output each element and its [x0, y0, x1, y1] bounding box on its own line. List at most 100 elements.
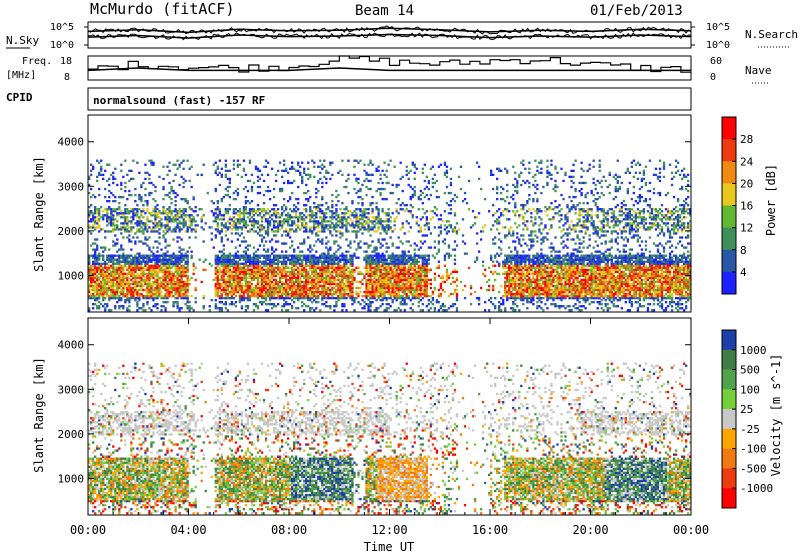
heatmap-cell	[174, 218, 177, 221]
heatmap-cell	[132, 282, 135, 286]
heatmap-cell	[383, 187, 386, 191]
heatmap-cell	[347, 288, 350, 292]
heatmap-cell	[395, 260, 398, 263]
heatmap-cell	[168, 256, 171, 259]
heatmap-cell	[214, 260, 217, 263]
heatmap-cell	[268, 256, 272, 259]
heatmap-cell	[150, 270, 153, 274]
heatmap-cell	[94, 252, 97, 255]
heatmap-cell	[293, 286, 296, 290]
heatmap-cell	[367, 173, 370, 177]
heatmap-cell	[90, 244, 93, 247]
heatmap-cell	[268, 220, 272, 223]
heatmap-cell	[301, 181, 304, 185]
heatmap-cell	[256, 214, 260, 217]
heatmap-cell	[110, 286, 113, 290]
heatmap-cell	[140, 288, 143, 292]
heatmap-cell	[122, 195, 125, 199]
heatmap-cell	[182, 296, 185, 300]
heatmap-cell	[188, 305, 191, 308]
heatmap-cell	[415, 272, 418, 276]
heatmap-cell	[194, 230, 197, 233]
heatmap-cell	[331, 173, 334, 177]
heatmap-cell	[188, 220, 191, 223]
heatmap-cell	[242, 208, 246, 211]
heatmap-cell	[240, 276, 244, 280]
heatmap-cell	[170, 189, 173, 193]
heatmap-cell	[94, 228, 97, 231]
heatmap-cell	[180, 197, 183, 201]
heatmap-cell	[407, 296, 410, 300]
heatmap-cell	[403, 266, 406, 269]
heatmap-cell	[178, 165, 181, 168]
heatmap-cell	[264, 286, 268, 290]
heatmap-cell	[110, 212, 113, 215]
heatmap-cell	[176, 216, 179, 219]
heatmap-cell	[122, 228, 125, 231]
heatmap-cell	[164, 296, 167, 300]
heatmap-cell	[367, 288, 370, 292]
heatmap-cell	[222, 268, 225, 271]
heatmap-cell	[98, 208, 101, 211]
heatmap-cell	[339, 260, 342, 263]
heatmap-cell	[170, 294, 173, 298]
heatmap-cell	[224, 278, 227, 282]
heatmap-cell	[224, 210, 227, 213]
heatmap-cell	[158, 222, 161, 225]
heatmap-cell	[413, 258, 416, 261]
heatmap-cell	[357, 244, 360, 247]
heatmap-cell	[162, 236, 165, 239]
heatmap-cell	[136, 224, 139, 227]
heatmap-cell	[313, 222, 316, 225]
heatmap-cell	[250, 270, 254, 274]
heatmap-cell	[252, 254, 256, 257]
heatmap-cell	[415, 296, 418, 300]
heatmap-cell	[417, 278, 420, 282]
heatmap-cell	[313, 175, 316, 179]
heatmap-cell	[94, 274, 97, 278]
heatmap-cell	[395, 282, 398, 286]
heatmap-cell	[335, 254, 338, 257]
heatmap-cell	[176, 264, 179, 267]
heatmap-cell	[331, 256, 334, 259]
heatmap-cell	[198, 208, 201, 211]
heatmap-cell	[176, 236, 179, 239]
heatmap-cell	[369, 244, 372, 247]
heatmap-cell	[327, 258, 330, 261]
heatmap-cell	[118, 202, 121, 205]
heatmap-cell	[214, 228, 217, 231]
heatmap-cell	[357, 177, 360, 181]
heatmap-cell	[158, 228, 161, 231]
heatmap-cell	[417, 276, 420, 280]
heatmap-cell	[397, 258, 400, 261]
heatmap-cell	[222, 244, 225, 247]
heatmap-cell	[128, 280, 131, 284]
heatmap-cell	[284, 274, 288, 278]
heatmap-cell	[92, 165, 95, 168]
heatmap-cell	[337, 230, 340, 233]
heatmap-cell	[234, 286, 238, 290]
heatmap-cell	[411, 309, 414, 312]
heatmap-cell	[371, 290, 374, 294]
heatmap-cell	[156, 216, 159, 219]
noise-series-detail	[87, 32, 691, 41]
heatmap-cell	[391, 272, 394, 276]
heatmap-cell	[343, 303, 346, 306]
heatmap-cell	[186, 294, 189, 298]
heatmap-cell	[122, 286, 125, 290]
heatmap-cell	[343, 256, 346, 259]
heatmap-cell	[379, 286, 382, 290]
heatmap-cell	[110, 258, 113, 261]
heatmap-cell	[315, 272, 318, 276]
heatmap-cell	[291, 282, 294, 286]
heatmap-cell	[228, 252, 232, 255]
heatmap-cell	[178, 256, 181, 259]
heatmap-cell	[260, 286, 264, 290]
heatmap-cell	[303, 238, 306, 241]
heatmap-cell	[293, 280, 296, 284]
heatmap-cell	[391, 191, 394, 195]
heatmap-cell	[274, 230, 278, 233]
heatmap-cell	[295, 280, 298, 284]
heatmap-cell	[178, 220, 181, 223]
